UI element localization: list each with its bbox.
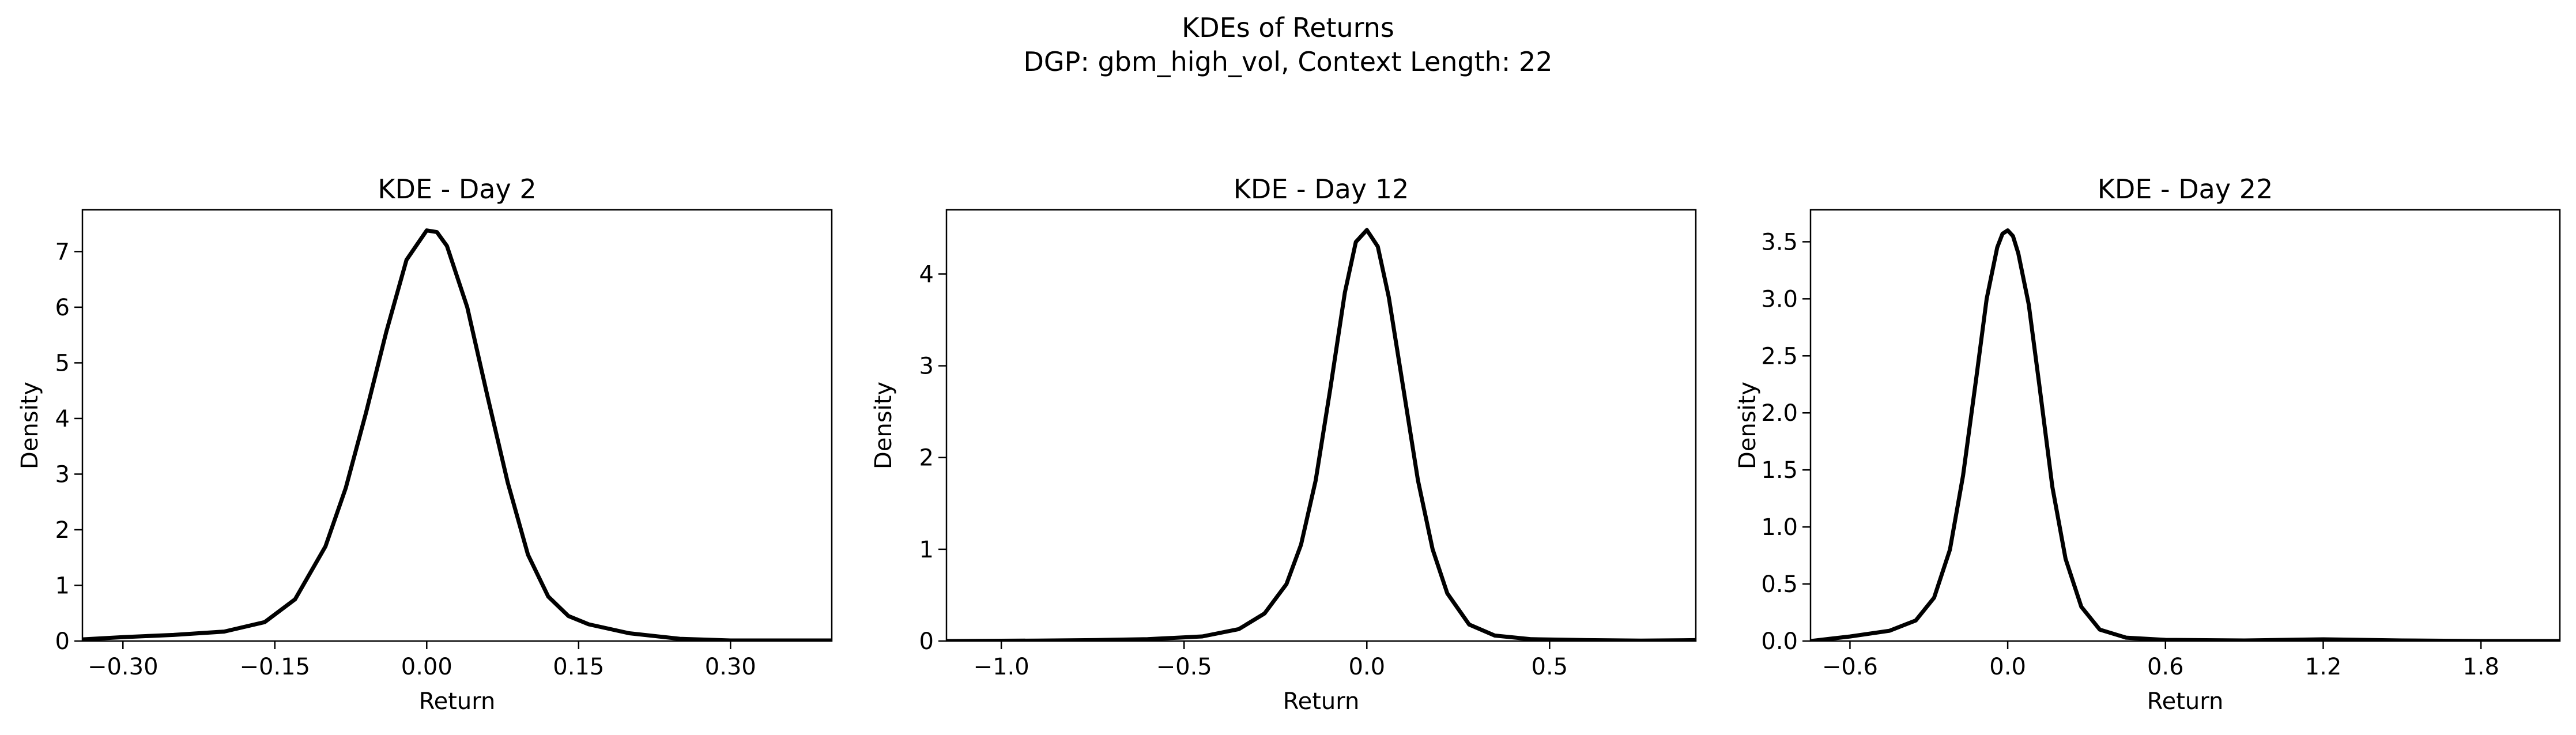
panel-title: KDE - Day 2 <box>378 174 536 205</box>
y-tick-label: 6 <box>55 295 70 321</box>
y-tick-label: 3 <box>919 353 934 380</box>
x-axis-label: Return <box>2147 688 2224 715</box>
figure-title-line-1: KDEs of Returns <box>1182 12 1394 43</box>
plot-frame <box>1809 209 2561 642</box>
panel-title: KDE - Day 22 <box>2098 174 2273 205</box>
y-tick-label: 1 <box>55 572 70 599</box>
kde-panel-day-12: KDE - Day 12 −1.0 −0.5 0.0 0.5 0 1 2 3 4 Return Den… <box>870 174 1697 715</box>
kde-panel-day-22: KDE - Day 22 −0.6 0.0 0.6 1.2 1.8 0.0 0.5 1.0 1.5… <box>1734 174 2561 715</box>
y-tick-label: 0.0 <box>1761 628 1798 655</box>
x-tick-label: 0.30 <box>705 654 756 680</box>
y-tick-label: 2 <box>919 445 934 472</box>
x-axis-label: Return <box>419 688 496 715</box>
y-tick-label: 0 <box>919 628 934 655</box>
y-tick-label: 0 <box>55 628 70 655</box>
y-tick-label: 2.5 <box>1761 343 1798 370</box>
y-tick-label: 2 <box>55 517 70 544</box>
kde-line <box>82 228 832 641</box>
y-axis-label: Density <box>870 382 897 469</box>
plot-frame <box>945 209 1697 642</box>
y-tick-label: 7 <box>55 239 70 265</box>
x-tick-label: −0.6 <box>1822 654 1878 680</box>
x-tick-label: 0.0 <box>1989 654 2026 680</box>
y-tick-label: 3.5 <box>1761 229 1798 255</box>
kde-panel-day-2: KDE - Day 2 −0.30 −0.15 0.00 0.15 0.30 0 1 2 3 4 5 6… <box>17 174 833 715</box>
x-tick-label: −0.30 <box>88 654 159 680</box>
y-tick-label: 4 <box>919 261 934 288</box>
y-tick-label: 1.0 <box>1761 514 1798 541</box>
y-tick-label: 3 <box>55 461 70 488</box>
x-tick-label: 1.8 <box>2462 654 2499 680</box>
plot-frame <box>81 209 833 642</box>
y-tick-label: 1 <box>919 537 934 563</box>
y-tick-label: 0.5 <box>1761 571 1798 598</box>
y-tick-label: 4 <box>55 406 70 432</box>
y-tick-label: 5 <box>55 350 70 376</box>
x-tick-label: −0.15 <box>239 654 310 680</box>
panel-title: KDE - Day 12 <box>1234 174 1409 205</box>
y-tick-label: 3.0 <box>1761 286 1798 312</box>
y-tick-label: 2.0 <box>1761 400 1798 427</box>
x-tick-label: 0.00 <box>401 654 452 680</box>
y-axis-label: Density <box>17 382 43 469</box>
x-tick-label: −0.5 <box>1156 654 1212 680</box>
kde-line <box>946 228 1696 641</box>
kde-line <box>1811 228 2560 641</box>
figure-title-line-2: DGP: gbm_high_vol, Context Length: 22 <box>1024 46 1553 77</box>
x-axis-label: Return <box>1283 688 1360 715</box>
y-axis-label: Density <box>1734 382 1761 469</box>
y-tick-label: 1.5 <box>1761 457 1798 484</box>
x-tick-label: 1.2 <box>2305 654 2342 680</box>
x-tick-label: 0.15 <box>553 654 604 680</box>
x-tick-label: −1.0 <box>974 654 1029 680</box>
x-tick-label: 0.6 <box>2147 654 2184 680</box>
x-tick-label: 0.0 <box>1348 654 1385 680</box>
x-tick-label: 0.5 <box>1532 654 1568 680</box>
